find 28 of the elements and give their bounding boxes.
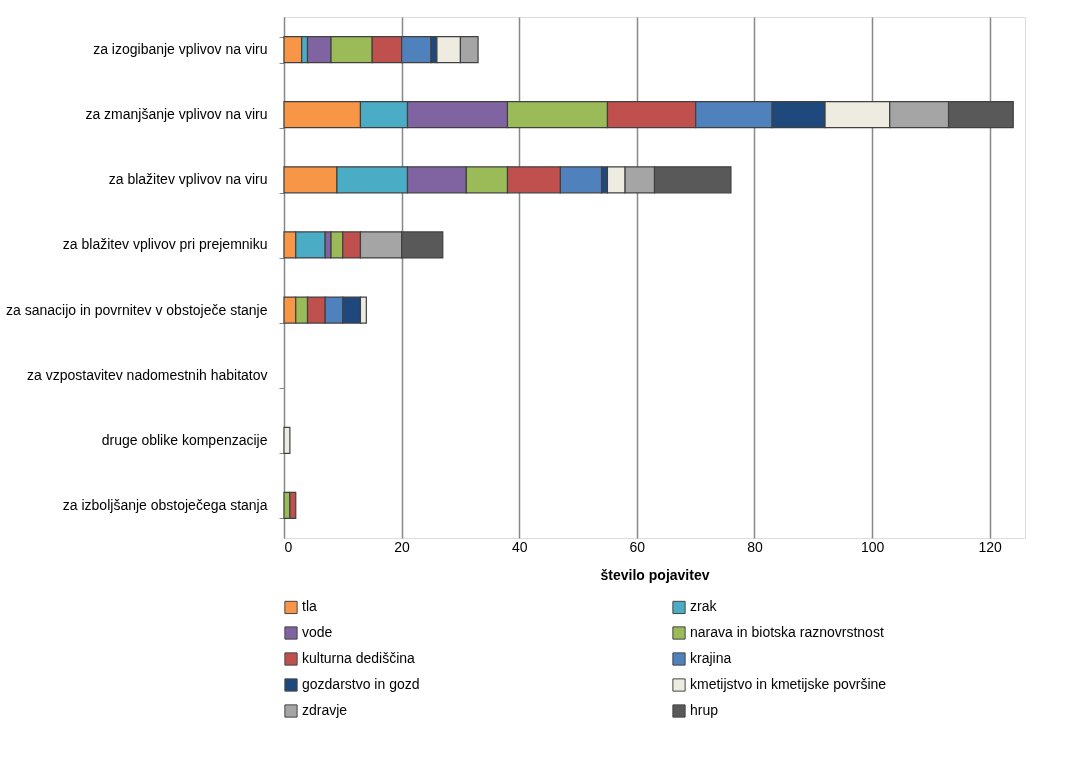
legend-label: tla: [302, 598, 317, 615]
x-tick-label: 20: [394, 538, 411, 555]
bar: [283, 35, 303, 64]
y-tick-label: za blažitev vplivov na viru: [108, 171, 268, 188]
legend-label: hrup: [690, 702, 719, 718]
x-tick-label: 80: [747, 538, 763, 555]
y-tick-label: za zmanjšanje vplivov na viru: [85, 106, 268, 123]
y-tick-label: za vzpostavitev nadomestnih habitatov: [27, 366, 268, 383]
legend-label: zdravje: [302, 702, 348, 718]
legend-label: zrak: [690, 598, 718, 615]
y-tick-label: za izogibanje vplivov na viru: [93, 41, 268, 58]
bar: [283, 426, 291, 454]
x-tick-label: 100: [860, 538, 885, 555]
x-tick-label: 60: [629, 538, 646, 555]
legend-label: gozdarstvo in gozd: [302, 676, 420, 692]
legend-label: kulturna dediščina: [302, 650, 416, 666]
x-tick-label: 0: [284, 538, 293, 555]
x-tick-label: 120: [978, 538, 1003, 555]
y-tick-label: za sanacijo in povrnitev v obstoječe stanje: [6, 301, 268, 318]
legend-label: kmetijstvo in kmetijske površine: [690, 676, 887, 692]
y-tick-label: druge oblike kompenzacije: [101, 431, 268, 448]
x-axis-title: število pojavitev: [600, 566, 710, 583]
legend-label: narava in biotska raznovrstnost: [690, 624, 884, 640]
x-tick-label: 40: [511, 538, 528, 555]
legend-label: krajina: [690, 650, 732, 666]
y-tick-label: za izboljšanje obstoječega stanja: [62, 496, 268, 513]
y-tick-label: za blažitev vplivov pri prejemniku: [62, 236, 268, 253]
legend-label: vode: [302, 624, 333, 640]
